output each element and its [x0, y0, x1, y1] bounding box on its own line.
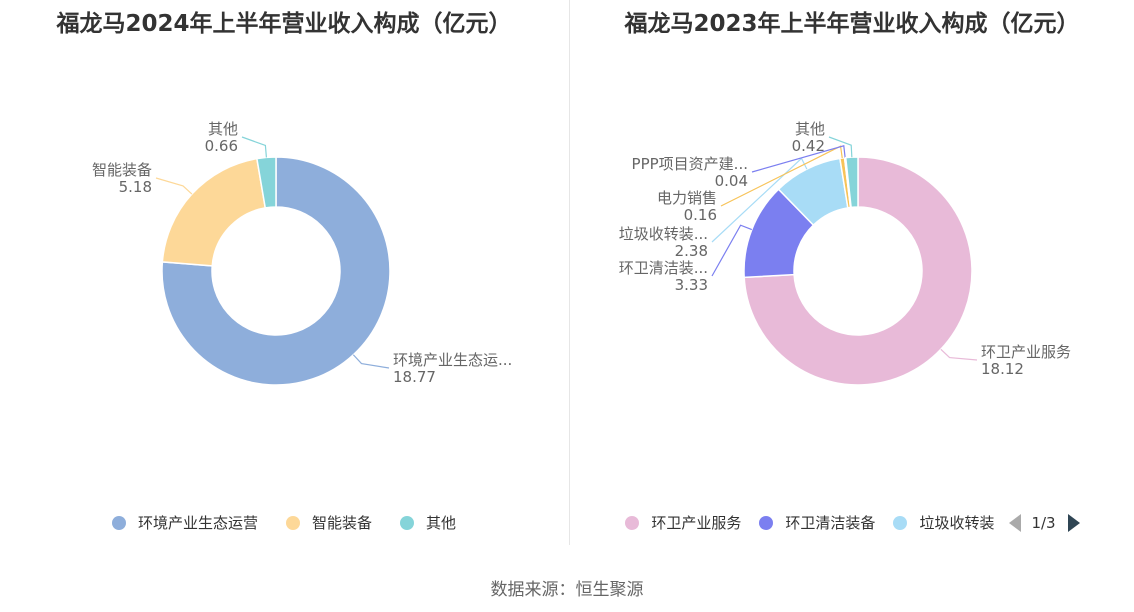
legend-2023: 环卫产业服务 环卫清洁装备 垃圾收转装 1/3: [566, 512, 1130, 533]
legend-dot-icon: [111, 515, 126, 530]
legend-page-indicator: 1/3: [1031, 513, 1056, 532]
legend-item-cleaning-equipment[interactable]: 环卫清洁装备: [759, 512, 875, 533]
legend-dot-icon: [893, 515, 908, 530]
slice-label: 其他: [795, 120, 825, 138]
donut-slice[interactable]: [161, 156, 391, 386]
donut-slice[interactable]: [844, 156, 859, 209]
legend-item-eco-ops[interactable]: 环境产业生态运营: [111, 512, 258, 533]
slice-label: 其他: [208, 120, 238, 138]
donut-chart-2023: 环卫产业服务18.12环卫清洁装...3.33垃圾收转装...2.38电力销售0…: [619, 120, 1071, 386]
legend-label: 其他: [426, 514, 457, 532]
chart-title-2023: 福龙马2023年上半年营业收入构成（亿元）: [624, 11, 1080, 37]
legend-dot-icon: [285, 515, 300, 530]
chart-panel-2024: 福龙马2024年上半年营业收入构成（亿元） 环境产业生态运... 18.77 智能装…: [0, 0, 568, 545]
slice-label: 环卫产业服务: [981, 343, 1071, 361]
slice-label: 电力销售: [657, 189, 717, 207]
legend-item-sanitation-service[interactable]: 环卫产业服务: [625, 512, 741, 533]
slice-value-label: 0.66: [205, 137, 238, 155]
panel-divider: [569, 0, 570, 545]
legend-pager: 1/3: [1009, 513, 1080, 532]
prev-page-icon[interactable]: [1009, 513, 1022, 532]
slice-value-label: 0.16: [684, 206, 717, 224]
legend-label: 环卫产业服务: [651, 514, 742, 532]
legend-dot-icon: [759, 515, 774, 530]
slice-label: 智能装备: [92, 161, 152, 179]
slice-label: 环境产业生态运...: [393, 351, 512, 369]
leader-line: [711, 224, 753, 277]
slice-value-label: 5.18: [119, 178, 152, 196]
chart-panel-2023: 福龙马2023年上半年营业收入构成（亿元） 环卫产业服务 18.12 环卫清洁装..…: [570, 0, 1134, 545]
data-source: 数据来源：恒生聚源: [490, 580, 644, 600]
legend-item-smart-equipment[interactable]: 智能装备: [285, 512, 372, 533]
leader-line: [241, 136, 268, 158]
legend-item-waste-transfer[interactable]: 垃圾收转装: [893, 512, 994, 533]
slice-value-label: 3.33: [675, 276, 708, 294]
legend-item-other[interactable]: 其他: [400, 512, 456, 533]
leader-line: [828, 136, 853, 158]
leader-line: [155, 177, 193, 195]
next-page-icon[interactable]: [1067, 513, 1080, 532]
slice-label: PPP项目资产建...: [632, 155, 748, 173]
slice-label: 垃圾收转装...: [619, 225, 708, 243]
legend-dot-icon: [625, 515, 640, 530]
legend-label: 环卫清洁装备: [785, 514, 876, 532]
legend-2024: 环境产业生态运营 智能装备 其他: [0, 512, 568, 533]
slice-value-label: 0.42: [792, 137, 825, 155]
donut-slice[interactable]: [161, 157, 267, 267]
donut-slice[interactable]: [743, 156, 973, 386]
legend-label: 垃圾收转装: [919, 514, 995, 532]
slice-value-label: 18.77: [393, 368, 436, 386]
leader-line: [940, 348, 978, 361]
chart-title-2024: 福龙马2024年上半年营业收入构成（亿元）: [56, 11, 512, 37]
slice-value-label: 2.38: [675, 242, 708, 260]
leader-line: [352, 354, 390, 369]
legend-label: 智能装备: [311, 514, 372, 532]
legend-label: 环境产业生态运营: [137, 514, 258, 532]
slice-value-label: 18.12: [981, 360, 1024, 378]
legend-dot-icon: [400, 515, 414, 530]
slice-label: 环卫清洁装...: [619, 259, 708, 277]
leader-line: [751, 145, 846, 173]
slice-value-label: 0.04: [715, 172, 748, 190]
donut-slice[interactable]: [256, 156, 277, 209]
